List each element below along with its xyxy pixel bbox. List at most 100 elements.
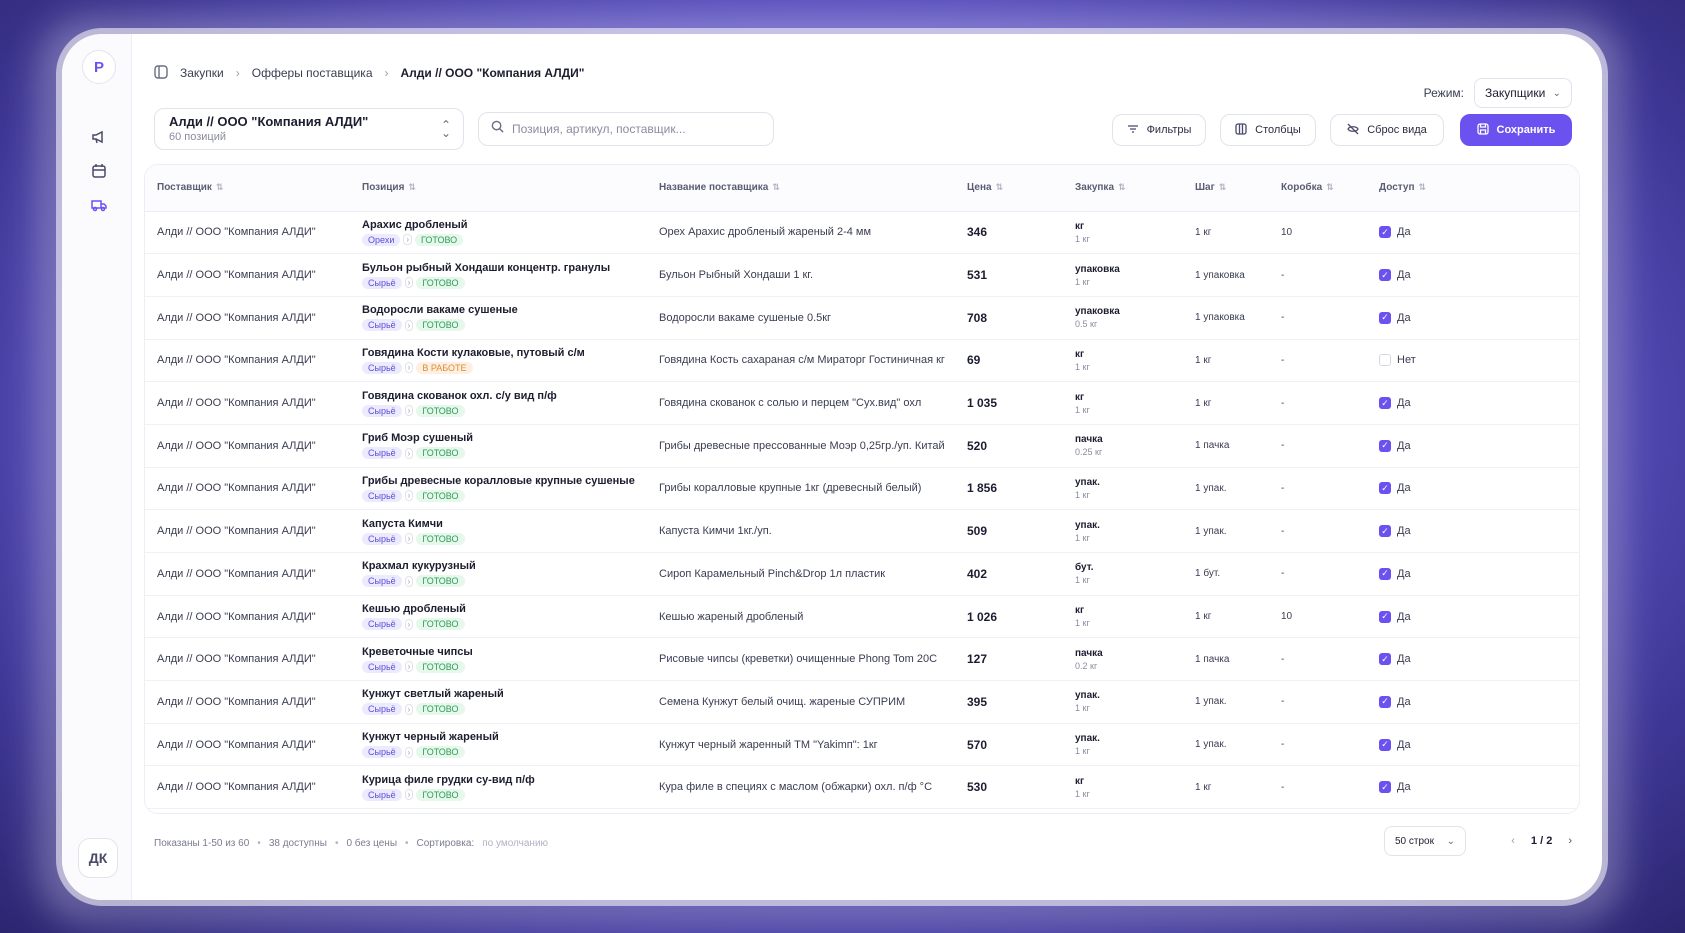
- access-toggle[interactable]: ✓ Да: [1379, 439, 1569, 452]
- column-header[interactable]: Закупка ⇅: [1063, 165, 1183, 212]
- column-header[interactable]: Коробка ⇅: [1269, 165, 1367, 212]
- price-value[interactable]: 530: [967, 780, 988, 795]
- price-value[interactable]: 402: [967, 566, 988, 581]
- access-checkbox[interactable]: ✓: [1379, 567, 1391, 580]
- price-value[interactable]: 570: [967, 737, 988, 752]
- sort-icon[interactable]: ⇅: [215, 182, 224, 193]
- column-header[interactable]: Позиция ⇅: [350, 165, 647, 212]
- category-badge[interactable]: Сырьё: [362, 447, 402, 460]
- access-checkbox[interactable]: ✓: [1379, 311, 1391, 324]
- access-toggle[interactable]: ✓ Да: [1379, 567, 1569, 580]
- access-checkbox[interactable]: [1379, 354, 1391, 367]
- access-checkbox[interactable]: ✓: [1379, 439, 1391, 452]
- position-name[interactable]: Капуста Кимчи: [362, 517, 443, 530]
- access-toggle[interactable]: ✓ Да: [1379, 738, 1569, 751]
- price-value[interactable]: 531: [967, 268, 988, 283]
- category-badge[interactable]: Сырьё: [362, 489, 402, 502]
- position-name[interactable]: Кунжут светлый жареный: [362, 688, 504, 701]
- category-badge[interactable]: Сырьё: [362, 703, 402, 716]
- search-input[interactable]: [512, 122, 752, 136]
- rows-per-page-select[interactable]: 50 строк ⌄: [1384, 826, 1466, 856]
- access-toggle[interactable]: ✓ Да: [1379, 226, 1569, 239]
- category-badge[interactable]: Сырьё: [362, 404, 402, 417]
- table-row[interactable]: Алди // ООО "Компания АЛДИ" Грибы древесн…: [145, 467, 1579, 511]
- position-name[interactable]: Курица филе грудки су-вид п/ф: [362, 773, 535, 786]
- price-value[interactable]: 69: [967, 353, 981, 368]
- price-value[interactable]: 346: [967, 225, 988, 240]
- price-value[interactable]: 1 856: [967, 481, 998, 496]
- position-name[interactable]: Кунжут черный жареный: [362, 731, 499, 744]
- access-toggle[interactable]: Нет: [1379, 354, 1569, 367]
- category-badge[interactable]: Сырьё: [362, 319, 402, 332]
- app-logo[interactable]: P: [82, 50, 116, 84]
- column-header[interactable]: Название поставщика ⇅: [647, 165, 955, 212]
- table-row[interactable]: Алди // ООО "Компания АЛДИ" Кешью дроблен…: [145, 595, 1579, 639]
- position-name[interactable]: Грибы древесные коралловые крупные сушен…: [362, 474, 635, 487]
- sort-icon[interactable]: ⇅: [1118, 182, 1126, 193]
- table-row[interactable]: Алди // ООО "Компания АЛДИ" Говядина Кост…: [145, 339, 1579, 383]
- sidebar-toggle-icon[interactable]: [154, 64, 168, 82]
- table-row[interactable]: Алди // ООО "Компания АЛДИ" Кунжут черный…: [145, 723, 1579, 767]
- position-name[interactable]: Говядина Кости кулаковые, путовый с/м: [362, 346, 585, 359]
- access-checkbox[interactable]: ✓: [1379, 695, 1391, 708]
- access-checkbox[interactable]: ✓: [1379, 781, 1391, 794]
- truck-icon[interactable]: [88, 194, 110, 216]
- column-header[interactable]: Шаг ⇅: [1183, 165, 1269, 212]
- reset-view-button[interactable]: Сброс вида: [1330, 114, 1444, 146]
- breadcrumb-item-purchases[interactable]: Закупки: [180, 66, 224, 80]
- table-row[interactable]: Алди // ООО "Компания АЛДИ" Водоросли вак…: [145, 296, 1579, 340]
- position-name[interactable]: Говядина скованок охл. с/у вид п/ф: [362, 389, 557, 402]
- sort-icon[interactable]: ⇅: [995, 182, 1004, 193]
- save-button[interactable]: Сохранить: [1460, 114, 1572, 146]
- table-row[interactable]: Алди // ООО "Компания АЛДИ" Крахмал кукур…: [145, 552, 1579, 596]
- sort-icon[interactable]: ⇅: [1326, 182, 1334, 193]
- table-row[interactable]: Алди // ООО "Компания АЛДИ" Креветочные ч…: [145, 637, 1579, 682]
- position-name[interactable]: Крахмал кукурузный: [362, 560, 476, 573]
- next-page-icon[interactable]: ›: [1568, 835, 1572, 847]
- price-value[interactable]: 520: [967, 438, 988, 453]
- access-toggle[interactable]: ✓ Да: [1379, 653, 1569, 666]
- price-value[interactable]: 395: [967, 694, 988, 709]
- price-value[interactable]: 127: [967, 652, 988, 667]
- access-toggle[interactable]: ✓ Да: [1379, 781, 1569, 794]
- price-value[interactable]: 708: [967, 310, 988, 325]
- table-row[interactable]: Алди // ООО "Компания АЛДИ" Арахис дробле…: [145, 211, 1579, 255]
- access-toggle[interactable]: ✓ Да: [1379, 269, 1569, 282]
- megaphone-icon[interactable]: [88, 126, 110, 148]
- breadcrumb-item-offers[interactable]: Офферы поставщика: [251, 66, 373, 80]
- access-checkbox[interactable]: ✓: [1379, 397, 1391, 410]
- table-row[interactable]: Алди // ООО "Компания АЛДИ" Бульон рыбный…: [145, 253, 1579, 297]
- access-checkbox[interactable]: ✓: [1379, 653, 1391, 666]
- sort-icon[interactable]: ⇅: [1218, 182, 1227, 193]
- prev-page-icon[interactable]: ‹: [1511, 835, 1515, 847]
- calendar-icon[interactable]: [88, 160, 110, 182]
- position-name[interactable]: Бульон рыбный Хондаши концентр. гранулы: [362, 261, 611, 274]
- access-checkbox[interactable]: ✓: [1379, 269, 1391, 282]
- filters-button[interactable]: Фильтры: [1112, 114, 1206, 146]
- access-checkbox[interactable]: ✓: [1379, 226, 1391, 239]
- access-toggle[interactable]: ✓ Да: [1379, 482, 1569, 495]
- access-toggle[interactable]: ✓ Да: [1379, 695, 1569, 708]
- category-badge[interactable]: Сырьё: [362, 788, 402, 801]
- category-badge[interactable]: Орехи: [362, 233, 401, 246]
- access-checkbox[interactable]: ✓: [1379, 525, 1391, 538]
- price-value[interactable]: 1 035: [967, 396, 998, 411]
- access-toggle[interactable]: ✓ Да: [1379, 311, 1569, 324]
- column-header[interactable]: Поставщик ⇅: [145, 165, 350, 212]
- price-value[interactable]: 1 026: [967, 609, 998, 624]
- sort-icon[interactable]: ⇅: [1418, 182, 1427, 193]
- columns-button[interactable]: Столбцы: [1220, 114, 1316, 146]
- position-name[interactable]: Водоросли вакаме сушеные: [362, 304, 518, 317]
- column-header[interactable]: Цена ⇅: [955, 165, 1063, 212]
- sort-icon[interactable]: ⇅: [408, 182, 416, 193]
- access-checkbox[interactable]: ✓: [1379, 482, 1391, 495]
- category-badge[interactable]: Сырьё: [362, 618, 402, 631]
- sort-icon[interactable]: ⇅: [772, 182, 780, 193]
- user-avatar[interactable]: ДК: [78, 838, 118, 878]
- position-name[interactable]: Кешью дробленый: [362, 603, 466, 616]
- column-header[interactable]: Доступ ⇅: [1367, 165, 1579, 212]
- table-row[interactable]: Алди // ООО "Компания АЛДИ" Говядина сков…: [145, 381, 1579, 425]
- access-toggle[interactable]: ✓ Да: [1379, 397, 1569, 410]
- category-badge[interactable]: Сырьё: [362, 532, 402, 545]
- access-toggle[interactable]: ✓ Да: [1379, 525, 1569, 538]
